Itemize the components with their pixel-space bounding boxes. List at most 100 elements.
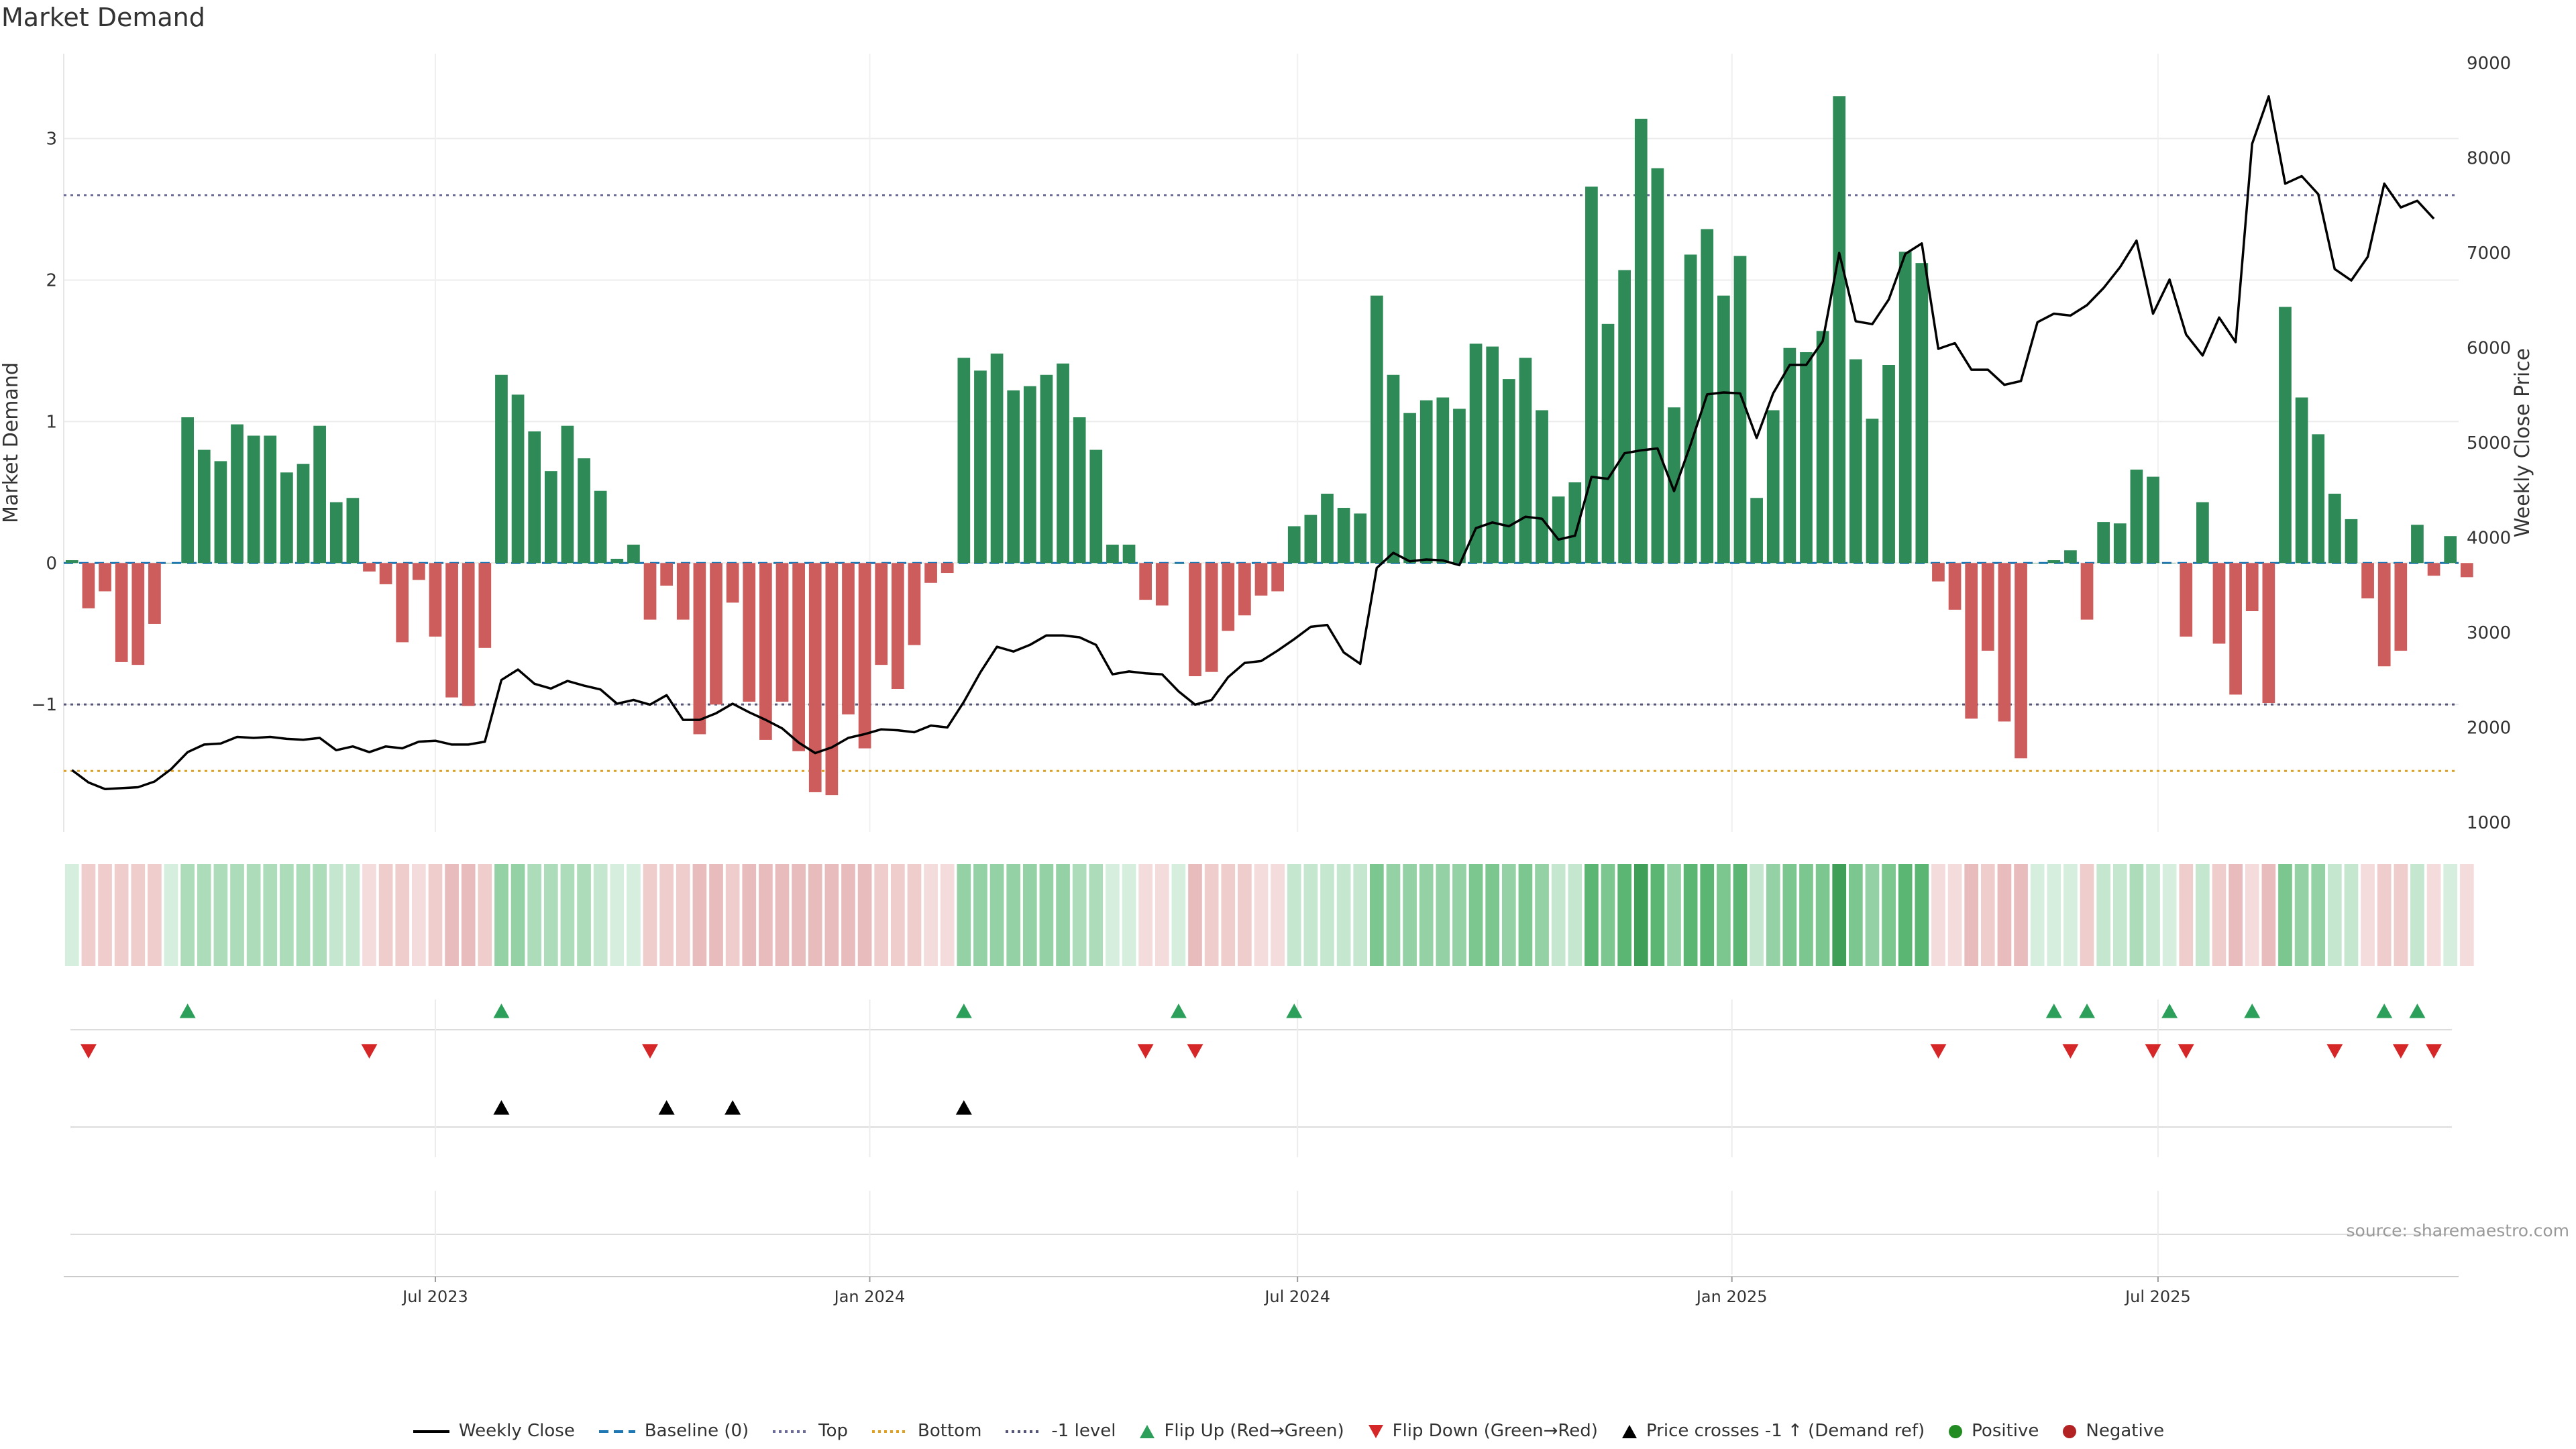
demand-bar-negative bbox=[2394, 563, 2408, 651]
heat-cell bbox=[857, 864, 872, 966]
demand-bar-positive bbox=[1898, 252, 1912, 564]
weekly-close-polyline bbox=[71, 95, 2435, 791]
demand-bar-positive bbox=[2444, 536, 2457, 564]
heat-cell bbox=[1766, 864, 1780, 966]
heat-cell bbox=[1931, 864, 1945, 966]
heat-cell bbox=[1683, 864, 1698, 966]
heat-cell bbox=[742, 864, 757, 966]
heat-cell bbox=[230, 864, 244, 966]
heat-cell bbox=[1700, 864, 1715, 966]
demand-bar-positive bbox=[1519, 358, 1532, 564]
heat-cell bbox=[659, 864, 674, 966]
demand-bar-negative bbox=[478, 563, 492, 648]
x-axis: Jul 2023 Jan 2024 Jul 2024 Jan 2025 Jul 2025 bbox=[64, 1276, 2459, 1306]
heat-cell bbox=[1667, 864, 1681, 966]
heat-cell bbox=[1799, 864, 1813, 966]
demand-bar-negative bbox=[1948, 563, 1962, 610]
demand-bar-positive bbox=[2295, 397, 2308, 564]
demand-bar-positive bbox=[1536, 410, 1548, 564]
flip-up-marker bbox=[2409, 1004, 2426, 1018]
y2-tick-label: 6000 bbox=[2467, 339, 2511, 359]
legend-label: Positive bbox=[1972, 1421, 2039, 1441]
legend: Weekly Close Baseline (0) Top Bottom -1 leve… bbox=[0, 1421, 2576, 1441]
demand-bar-positive bbox=[1717, 295, 1730, 564]
demand-bar-negative bbox=[379, 563, 392, 584]
demand-bar-positive bbox=[2163, 563, 2176, 564]
heat-cell bbox=[2162, 864, 2177, 966]
legend-label: Flip Down (Green→Red) bbox=[1392, 1421, 1598, 1441]
heat-cell bbox=[1601, 864, 1615, 966]
flip-up-marker bbox=[1286, 1004, 1303, 1018]
demand-bar-negative bbox=[1238, 563, 1251, 616]
line-solid-icon bbox=[413, 1430, 449, 1433]
demand-bar-positive bbox=[1122, 544, 1136, 564]
legend-item-price: Weekly Close bbox=[412, 1421, 575, 1441]
heat-cell bbox=[313, 864, 327, 966]
circle-icon bbox=[2063, 1424, 2077, 1438]
demand-bar-negative bbox=[2361, 563, 2374, 598]
heat-cell bbox=[345, 864, 360, 966]
demand-bar-positive bbox=[1800, 352, 1813, 564]
heat-cell bbox=[1849, 864, 1863, 966]
y-tick-label: 3 bbox=[46, 129, 57, 150]
demand-bar-negative bbox=[726, 563, 739, 603]
demand-bar-positive bbox=[1354, 513, 1367, 564]
heat-cell bbox=[2129, 864, 2144, 966]
demand-bar-positive bbox=[511, 394, 525, 564]
demand-bar-positive bbox=[2411, 525, 2424, 564]
demand-heat-strip bbox=[64, 864, 2474, 966]
heat-cell bbox=[246, 864, 261, 966]
demand-bar-negative bbox=[858, 563, 871, 749]
heat-cell bbox=[180, 864, 195, 966]
y-axis-label: Market Demand bbox=[0, 362, 23, 523]
demand-bar-positive bbox=[2047, 560, 2061, 564]
heat-cell bbox=[2261, 864, 2276, 966]
demand-bar-positive bbox=[1106, 544, 1119, 564]
heat-cell bbox=[1138, 864, 1152, 966]
demand-bar-negative bbox=[710, 563, 722, 705]
legend-label: Negative bbox=[2086, 1421, 2165, 1441]
demand-bar-positive bbox=[2345, 519, 2358, 564]
demand-bar-positive bbox=[214, 461, 227, 564]
price-cross-marker bbox=[493, 1100, 510, 1115]
heat-cell bbox=[131, 864, 146, 966]
heat-cell bbox=[1997, 864, 2012, 966]
demand-bar-negative bbox=[676, 563, 690, 620]
legend-item-baseline: Baseline (0) bbox=[598, 1421, 749, 1441]
demand-bar-positive bbox=[2312, 434, 2325, 564]
x-tick-label: Jul 2025 bbox=[2124, 1287, 2191, 1306]
heat-cell bbox=[461, 864, 476, 966]
heat-cell bbox=[1238, 864, 1252, 966]
triangle-up-icon bbox=[1621, 1424, 1637, 1438]
demand-bar-negative bbox=[775, 563, 789, 702]
demand-bar-positive bbox=[181, 417, 195, 564]
y-tick-label: 2 bbox=[46, 270, 57, 290]
flip-up-marker bbox=[179, 1004, 196, 1018]
heat-cell bbox=[2410, 864, 2424, 966]
demand-bar-positive bbox=[528, 431, 541, 564]
demand-bar-positive bbox=[544, 471, 557, 564]
heat-cell bbox=[1419, 864, 1434, 966]
legend-item-bottom: Bottom bbox=[871, 1421, 981, 1441]
heat-cell bbox=[692, 864, 707, 966]
flip-down-marker bbox=[642, 1044, 659, 1059]
demand-bar-negative bbox=[693, 563, 706, 735]
heat-cell bbox=[1155, 864, 1169, 966]
price-cross-marker bbox=[955, 1100, 972, 1115]
heat-cell bbox=[1106, 864, 1120, 966]
heat-cell bbox=[2394, 864, 2408, 966]
demand-bar-positive bbox=[578, 458, 590, 564]
legend-label: Top bbox=[818, 1421, 849, 1441]
demand-bar-positive bbox=[1370, 295, 1383, 564]
heat-cell bbox=[2245, 864, 2259, 966]
heat-cell bbox=[940, 864, 955, 966]
flip-up-marker bbox=[2376, 1004, 2393, 1018]
heat-cell bbox=[2344, 864, 2359, 966]
demand-bar-negative bbox=[941, 563, 954, 574]
heat-cell bbox=[2014, 864, 2028, 966]
heat-cell bbox=[1501, 864, 1516, 966]
demand-bar-positive bbox=[1387, 374, 1400, 564]
heat-cell bbox=[1122, 864, 1136, 966]
heat-cell bbox=[924, 864, 938, 966]
